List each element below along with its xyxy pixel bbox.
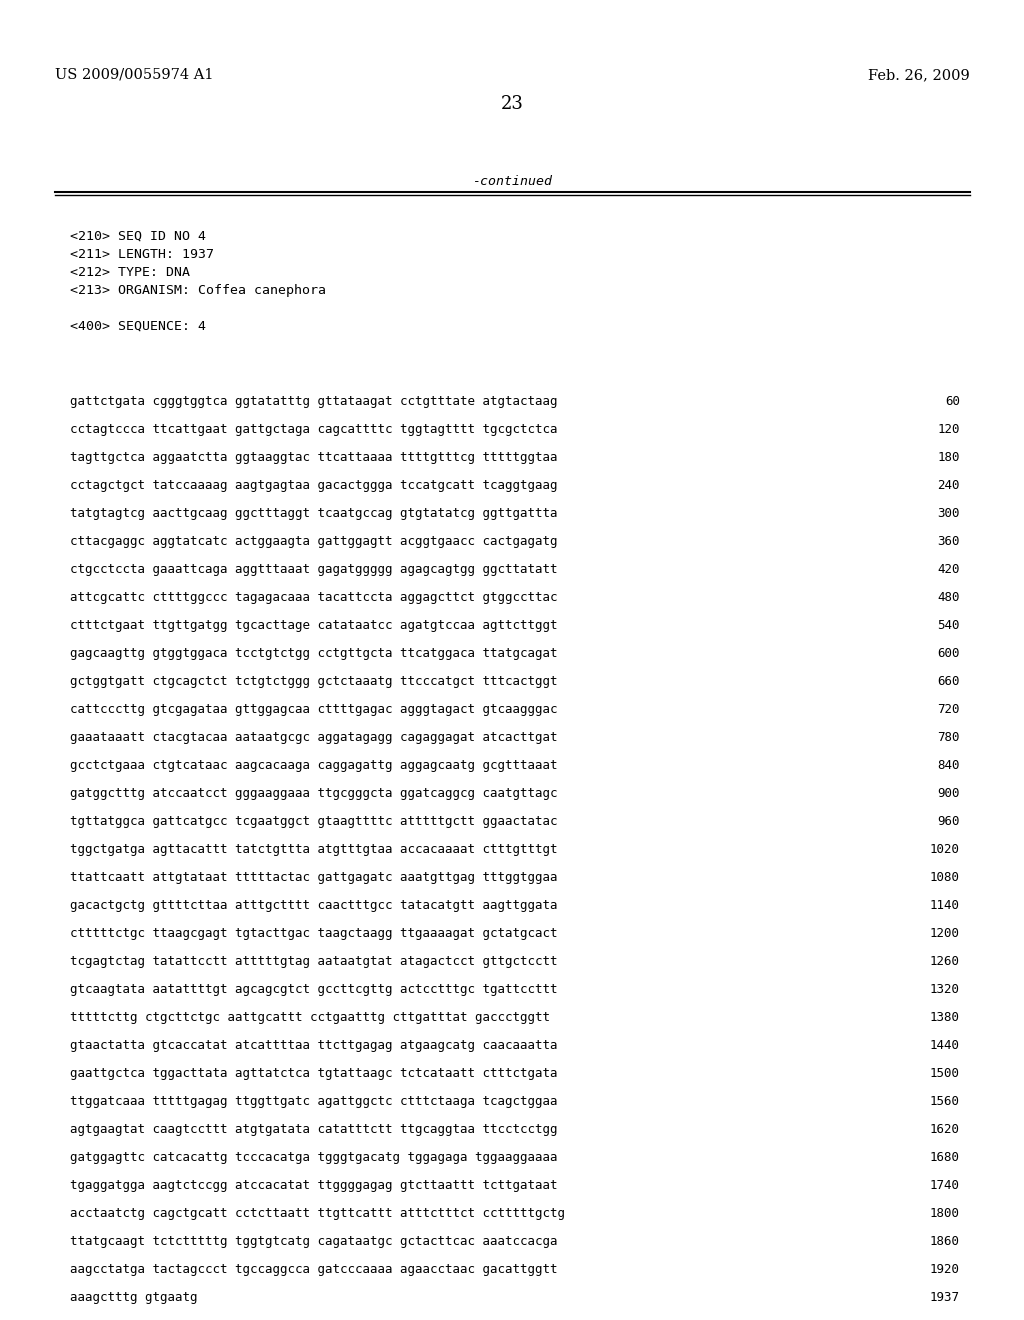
Text: 1200: 1200	[930, 927, 961, 940]
Text: US 2009/0055974 A1: US 2009/0055974 A1	[55, 69, 213, 82]
Text: gatggctttg atccaatcct gggaaggaaa ttgcgggcta ggatcaggcg caatgttagc: gatggctttg atccaatcct gggaaggaaa ttgcggg…	[70, 787, 557, 800]
Text: tatgtagtcg aacttgcaag ggctttaggt tcaatgccag gtgtatatcg ggttgattta: tatgtagtcg aacttgcaag ggctttaggt tcaatgc…	[70, 507, 557, 520]
Text: 120: 120	[938, 422, 961, 436]
Text: <213> ORGANISM: Coffea canephora: <213> ORGANISM: Coffea canephora	[70, 284, 326, 297]
Text: ttatgcaagt tctctttttg tggtgtcatg cagataatgc gctacttcac aaatccacga: ttatgcaagt tctctttttg tggtgtcatg cagataa…	[70, 1236, 557, 1247]
Text: aagcctatga tactagccct tgccaggcca gatcccaaaa agaacctaac gacattggtt: aagcctatga tactagccct tgccaggcca gatccca…	[70, 1263, 557, 1276]
Text: ttattcaatt attgtataat tttttactac gattgagatc aaatgttgag tttggtggaa: ttattcaatt attgtataat tttttactac gattgag…	[70, 871, 557, 884]
Text: 840: 840	[938, 759, 961, 772]
Text: 1560: 1560	[930, 1096, 961, 1107]
Text: gtcaagtata aatattttgt agcagcgtct gccttcgttg actcctttgc tgattccttt: gtcaagtata aatattttgt agcagcgtct gccttcg…	[70, 983, 557, 997]
Text: ttggatcaaa tttttgagag ttggttgatc agattggctc ctttctaaga tcagctggaa: ttggatcaaa tttttgagag ttggttgatc agattgg…	[70, 1096, 557, 1107]
Text: 1020: 1020	[930, 843, 961, 855]
Text: 1440: 1440	[930, 1039, 961, 1052]
Text: 1620: 1620	[930, 1123, 961, 1137]
Text: gacactgctg gttttcttaa atttgctttt caactttgcc tatacatgtt aagttggata: gacactgctg gttttcttaa atttgctttt caacttt…	[70, 899, 557, 912]
Text: 1920: 1920	[930, 1263, 961, 1276]
Text: 1140: 1140	[930, 899, 961, 912]
Text: 480: 480	[938, 591, 961, 605]
Text: <211> LENGTH: 1937: <211> LENGTH: 1937	[70, 248, 214, 261]
Text: 1860: 1860	[930, 1236, 961, 1247]
Text: cctagtccca ttcattgaat gattgctaga cagcattttc tggtagtttt tgcgctctca: cctagtccca ttcattgaat gattgctaga cagcatt…	[70, 422, 557, 436]
Text: gaattgctca tggacttata agttatctca tgtattaagc tctcataatt ctttctgata: gaattgctca tggacttata agttatctca tgtatta…	[70, 1067, 557, 1080]
Text: gatggagttc catcacattg tcccacatga tgggtgacatg tggagaga tggaaggaaaa: gatggagttc catcacattg tcccacatga tgggtga…	[70, 1151, 557, 1164]
Text: cctagctgct tatccaaaag aagtgagtaa gacactggga tccatgcatt tcaggtgaag: cctagctgct tatccaaaag aagtgagtaa gacactg…	[70, 479, 557, 492]
Text: tagttgctca aggaatctta ggtaaggtac ttcattaaaa ttttgtttcg tttttggtaa: tagttgctca aggaatctta ggtaaggtac ttcatta…	[70, 451, 557, 465]
Text: aaagctttg gtgaatg: aaagctttg gtgaatg	[70, 1291, 198, 1304]
Text: 660: 660	[938, 675, 961, 688]
Text: 1740: 1740	[930, 1179, 961, 1192]
Text: 1080: 1080	[930, 871, 961, 884]
Text: <212> TYPE: DNA: <212> TYPE: DNA	[70, 267, 190, 279]
Text: 780: 780	[938, 731, 961, 744]
Text: ctttctgaat ttgttgatgg tgcacttage catataatcc agatgtccaa agttcttggt: ctttctgaat ttgttgatgg tgcacttage catataa…	[70, 619, 557, 632]
Text: acctaatctg cagctgcatt cctcttaatt ttgttcattt atttctttct cctttttgctg: acctaatctg cagctgcatt cctcttaatt ttgttca…	[70, 1206, 565, 1220]
Text: 300: 300	[938, 507, 961, 520]
Text: 1380: 1380	[930, 1011, 961, 1024]
Text: 1680: 1680	[930, 1151, 961, 1164]
Text: <210> SEQ ID NO 4: <210> SEQ ID NO 4	[70, 230, 206, 243]
Text: 540: 540	[938, 619, 961, 632]
Text: 1500: 1500	[930, 1067, 961, 1080]
Text: 1260: 1260	[930, 954, 961, 968]
Text: 1937: 1937	[930, 1291, 961, 1304]
Text: 720: 720	[938, 704, 961, 715]
Text: attcgcattc cttttggccc tagagacaaa tacattccta aggagcttct gtggccttac: attcgcattc cttttggccc tagagacaaa tacattc…	[70, 591, 557, 605]
Text: ctttttctgc ttaagcgagt tgtacttgac taagctaagg ttgaaaagat gctatgcact: ctttttctgc ttaagcgagt tgtacttgac taagcta…	[70, 927, 557, 940]
Text: 1800: 1800	[930, 1206, 961, 1220]
Text: 360: 360	[938, 535, 961, 548]
Text: gaaataaatt ctacgtacaa aataatgcgc aggatagagg cagaggagat atcacttgat: gaaataaatt ctacgtacaa aataatgcgc aggatag…	[70, 731, 557, 744]
Text: tttttcttg ctgcttctgc aattgcattt cctgaatttg cttgatttat gaccctggtt: tttttcttg ctgcttctgc aattgcattt cctgaatt…	[70, 1011, 550, 1024]
Text: Feb. 26, 2009: Feb. 26, 2009	[868, 69, 970, 82]
Text: <400> SEQUENCE: 4: <400> SEQUENCE: 4	[70, 319, 206, 333]
Text: gtaactatta gtcaccatat atcattttaa ttcttgagag atgaagcatg caacaaatta: gtaactatta gtcaccatat atcattttaa ttcttga…	[70, 1039, 557, 1052]
Text: 180: 180	[938, 451, 961, 465]
Text: 600: 600	[938, 647, 961, 660]
Text: gagcaagttg gtggtggaca tcctgtctgg cctgttgcta ttcatggaca ttatgcagat: gagcaagttg gtggtggaca tcctgtctgg cctgttg…	[70, 647, 557, 660]
Text: tggctgatga agttacattt tatctgttta atgtttgtaa accacaaaat ctttgtttgt: tggctgatga agttacattt tatctgttta atgtttg…	[70, 843, 557, 855]
Text: 420: 420	[938, 564, 961, 576]
Text: tcgagtctag tatattcctt atttttgtag aataatgtat atagactcct gttgctcctt: tcgagtctag tatattcctt atttttgtag aataatg…	[70, 954, 557, 968]
Text: tgaggatgga aagtctccgg atccacatat ttggggagag gtcttaattt tcttgataat: tgaggatgga aagtctccgg atccacatat ttgggga…	[70, 1179, 557, 1192]
Text: tgttatggca gattcatgcc tcgaatggct gtaagttttc atttttgctt ggaactatac: tgttatggca gattcatgcc tcgaatggct gtaagtt…	[70, 814, 557, 828]
Text: cattcccttg gtcgagataa gttggagcaa cttttgagac agggtagact gtcaagggac: cattcccttg gtcgagataa gttggagcaa cttttga…	[70, 704, 557, 715]
Text: 900: 900	[938, 787, 961, 800]
Text: 23: 23	[501, 95, 523, 114]
Text: 1320: 1320	[930, 983, 961, 997]
Text: 240: 240	[938, 479, 961, 492]
Text: agtgaagtat caagtccttt atgtgatata catatttctt ttgcaggtaa ttcctcctgg: agtgaagtat caagtccttt atgtgatata catattt…	[70, 1123, 557, 1137]
Text: gattctgata cgggtggtca ggtatatttg gttataagat cctgtttate atgtactaag: gattctgata cgggtggtca ggtatatttg gttataa…	[70, 395, 557, 408]
Text: -continued: -continued	[472, 176, 552, 187]
Text: ctgcctccta gaaattcaga aggtttaaat gagatggggg agagcagtgg ggcttatatt: ctgcctccta gaaattcaga aggtttaaat gagatgg…	[70, 564, 557, 576]
Text: 960: 960	[938, 814, 961, 828]
Text: gctggtgatt ctgcagctct tctgtctggg gctctaaatg ttcccatgct tttcactggt: gctggtgatt ctgcagctct tctgtctggg gctctaa…	[70, 675, 557, 688]
Text: 60: 60	[945, 395, 961, 408]
Text: cttacgaggc aggtatcatc actggaagta gattggagtt acggtgaacc cactgagatg: cttacgaggc aggtatcatc actggaagta gattgga…	[70, 535, 557, 548]
Text: gcctctgaaa ctgtcataac aagcacaaga caggagattg aggagcaatg gcgtttaaat: gcctctgaaa ctgtcataac aagcacaaga caggaga…	[70, 759, 557, 772]
